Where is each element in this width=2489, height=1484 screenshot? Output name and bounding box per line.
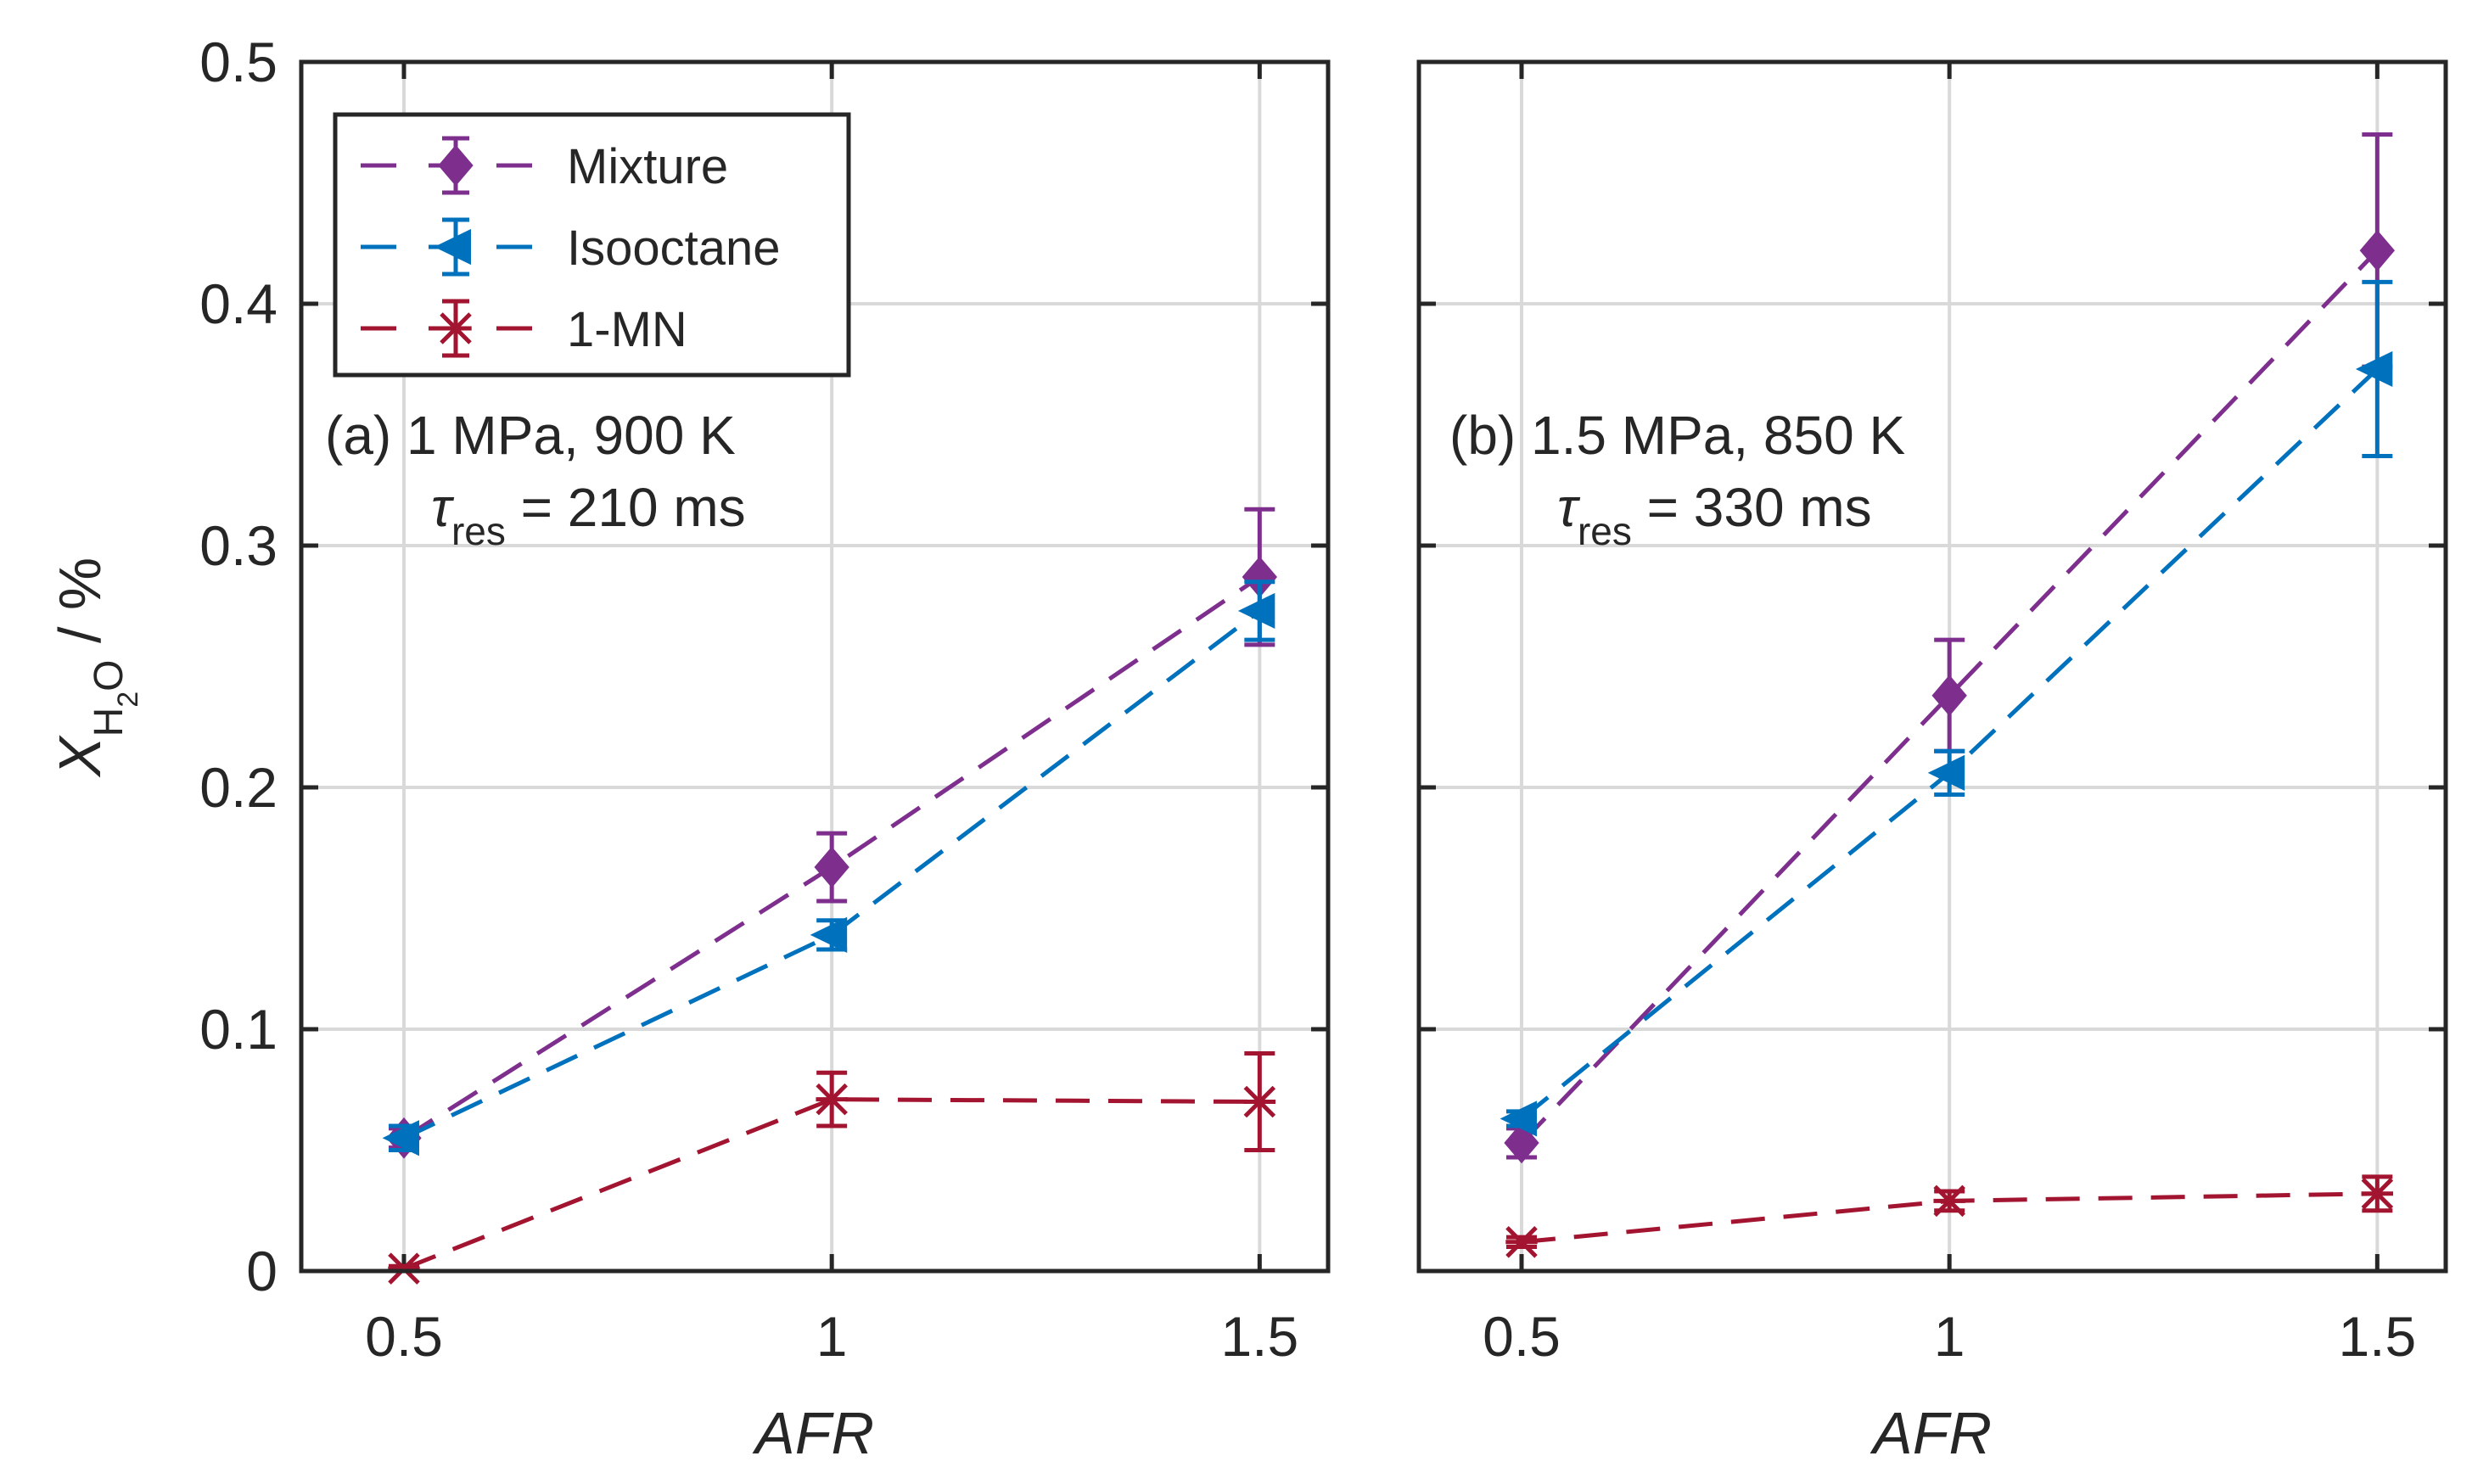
annotation-b-line2: τres = 330 ms (1557, 477, 1872, 553)
ytick-label-2: 0.2 (199, 756, 277, 819)
marker-mixture-0 (1504, 1122, 1539, 1164)
marker-isooctane-0 (1500, 1100, 1537, 1137)
xtick-label-1: 1 (816, 1305, 848, 1368)
ytick-label-1: 0.1 (199, 998, 277, 1061)
tick-labels-b: 0.5 1 1.5 (1483, 1305, 2416, 1368)
annotation-a-line2: τres = 210 ms (431, 477, 746, 553)
legend-item-1-mn: 1-MN (361, 299, 687, 358)
marker-mixture-1 (814, 846, 849, 888)
ytick-label-0: 0 (246, 1240, 277, 1302)
panel-b: 0.5 1 1.5 AFR (b) 1.5 MPa, 850 K τres = 33… (1416, 59, 2448, 1466)
series-line-mixture (1520, 249, 2380, 1145)
annotation-a-tau-sub: res (451, 509, 506, 553)
marker-1-mn-0 (388, 1252, 420, 1285)
legend-box (333, 112, 851, 378)
legend-marker-isooctane (434, 228, 471, 266)
series-mixture (1504, 132, 2396, 1164)
marker-isooctane-1 (1927, 754, 1965, 791)
legend-label-1-mn: 1-MN (567, 302, 687, 357)
ylabel-unit: / % (47, 557, 113, 660)
marker-isooctane-1 (810, 916, 848, 953)
marker-mixture-2 (2359, 229, 2396, 272)
annotation-b-tau: τ (1557, 477, 1581, 538)
xtick-label-2: 1.5 (2338, 1305, 2416, 1368)
legend-item-mixture: Mixture (361, 136, 728, 195)
marker-isooctane-2 (2355, 350, 2393, 388)
series-b (1500, 132, 2396, 1258)
plot-frame-a (299, 59, 1331, 1274)
marker-1-mn-1 (1933, 1184, 1965, 1218)
xtick-label-0: 0.5 (365, 1305, 443, 1368)
annotation-a-tau-rest: = 210 ms (506, 477, 746, 538)
series-isooctane (1500, 279, 2393, 1137)
legend-label-isooctane: Isooctane (567, 221, 781, 276)
marker-mixture-1 (1931, 675, 1967, 717)
series-line-1-mn (403, 1097, 1260, 1271)
tick-labels-a: 0.5 1 1.5 0 0.1 0.2 0.3 0.4 0.5 (199, 31, 1298, 1368)
ytick-label-5: 0.5 (199, 31, 277, 93)
annotation-b-tau-sub: res (1578, 509, 1632, 553)
annotation-a-line1: (a) 1 MPa, 900 K (325, 405, 736, 466)
legend-label-mixture: Mixture (567, 139, 728, 194)
ylabel-sub-2: 2 (112, 692, 144, 708)
ytick-label-3: 0.3 (199, 514, 277, 577)
annotation-a-tau: τ (431, 477, 455, 538)
xtick-label-2: 1.5 (1220, 1305, 1298, 1368)
xlabel-b: AFR (1870, 1400, 1992, 1466)
xtick-label-0: 0.5 (1483, 1305, 1561, 1368)
ylabel-symbol: X (47, 735, 113, 778)
legend-item-isooctane: Isooctane (361, 217, 781, 277)
annotation-b-line1: (b) 1.5 MPa, 850 K (1449, 405, 1905, 466)
ytick-label-4: 0.4 (199, 272, 277, 335)
series-isooctane (382, 580, 1275, 1156)
annotation-b-tau-rest: = 330 ms (1632, 477, 1872, 538)
ylabel-sub-h: H (87, 708, 132, 737)
legend-marker-1-mn (440, 312, 472, 344)
legend: Mixture Isooctane 1-MN (333, 112, 851, 378)
marker-isooctane-2 (1237, 592, 1275, 630)
marker-1-mn-0 (1505, 1226, 1538, 1258)
xtick-label-1: 1 (1934, 1305, 1965, 1368)
legend-items: Mixture Isooctane 1-MN (361, 136, 781, 358)
ylabel: XH2O / % (47, 557, 144, 778)
marker-isooctane-0 (382, 1120, 419, 1156)
panel-a: 0.5 1 1.5 0 0.1 0.2 0.3 0.4 0.5 AFR (a) 1 MPa, 9… (199, 31, 1331, 1466)
ylabel-sub-o: O (87, 659, 132, 691)
marker-1-mn-2 (1243, 1085, 1276, 1118)
plot-frame-b (1416, 59, 2448, 1274)
marker-1-mn-1 (816, 1083, 848, 1116)
legend-marker-mixture (438, 144, 474, 187)
xlabel-a: AFR (752, 1400, 874, 1466)
marker-1-mn-2 (2361, 1178, 2394, 1210)
series-1-mn (1505, 1174, 2394, 1258)
